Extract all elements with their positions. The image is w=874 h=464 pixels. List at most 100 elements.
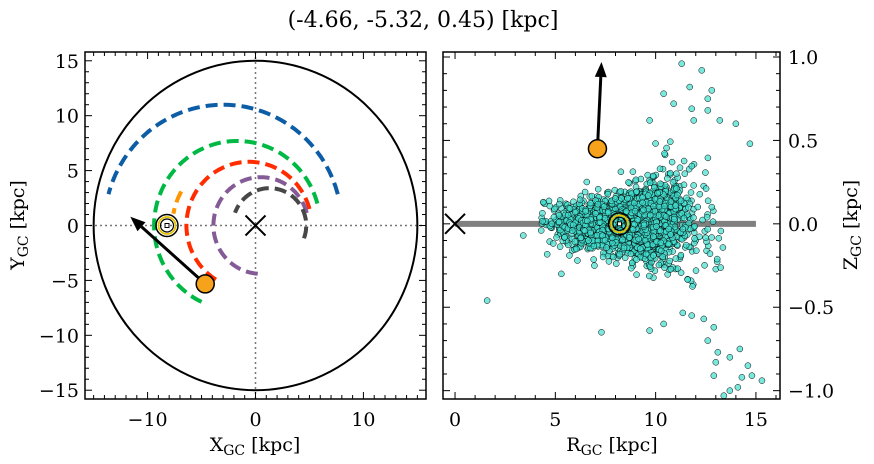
- right-y-tick-label: −0.5: [788, 297, 834, 319]
- right-y-tick-label: 0.5: [788, 130, 818, 152]
- star-point: [640, 221, 648, 229]
- star-point: [698, 67, 706, 74]
- star-point: [537, 227, 545, 234]
- star-point: [670, 215, 678, 223]
- star-point: [706, 250, 714, 257]
- right-velocity-arrow-shaft: [595, 76, 603, 149]
- star-point: [674, 191, 681, 199]
- star-point: [616, 250, 623, 258]
- left-y-tick-label: 10: [55, 106, 79, 128]
- star-point: [686, 83, 693, 91]
- star-point: [680, 214, 688, 222]
- star-point: [716, 117, 724, 124]
- star-point: [717, 264, 724, 271]
- right-axis-ticks: 0 5 10 15 1.0 0.5 0.0 −0.5 −1.0: [443, 47, 834, 431]
- star-point: [680, 181, 688, 189]
- star-point: [651, 207, 659, 215]
- meridional-plot-area: [444, 60, 766, 399]
- star-point: [710, 324, 718, 331]
- star-point: [645, 192, 652, 199]
- right-y-tick-label: −1.0: [788, 381, 834, 403]
- star-point: [553, 234, 560, 241]
- star-point: [539, 209, 546, 217]
- star-point: [680, 157, 688, 165]
- star-point: [631, 199, 638, 207]
- star-point: [659, 253, 666, 261]
- star-point: [619, 236, 626, 244]
- star-point: [629, 168, 637, 175]
- star-point: [635, 235, 642, 243]
- star-point: [690, 117, 697, 124]
- star-point: [548, 220, 556, 228]
- star-point: [656, 165, 664, 173]
- star-point: [704, 107, 712, 114]
- star-point: [746, 140, 754, 148]
- star-point: [634, 216, 641, 223]
- star-point: [673, 185, 680, 192]
- star-point: [657, 247, 665, 255]
- star-point: [748, 372, 756, 379]
- star-point: [702, 169, 709, 176]
- star-point: [704, 197, 712, 205]
- star-point: [566, 205, 574, 212]
- star-point: [660, 320, 667, 328]
- left-y-tick-label: −10: [39, 325, 79, 347]
- star-point: [673, 170, 680, 177]
- star-point: [703, 213, 711, 221]
- left-velocity-arrow-shaft: [140, 225, 207, 286]
- right-x-axis-label: RGC [kpc]: [566, 434, 657, 459]
- left-y-tick-label: −15: [39, 380, 79, 402]
- left-x-tick-label: −10: [128, 409, 168, 431]
- right-sun-gold-ring: [610, 214, 629, 234]
- sun-inner-ring: [159, 218, 175, 233]
- star-point: [696, 190, 704, 198]
- star-point: [650, 252, 657, 259]
- star-point: [689, 283, 696, 290]
- star-point: [666, 169, 674, 177]
- star-point: [688, 105, 695, 112]
- star-point: [691, 223, 698, 230]
- star-point: [624, 195, 631, 202]
- star-point: [664, 175, 671, 182]
- right-y-tick-label: 1.0: [788, 47, 818, 69]
- star-point: [633, 188, 640, 195]
- star-point: [556, 243, 564, 250]
- star-point: [604, 209, 612, 216]
- sun-outer-ring: [155, 213, 179, 238]
- star-point: [676, 164, 684, 171]
- star-point: [708, 203, 716, 211]
- right-x-tick-label: 15: [744, 409, 768, 431]
- star-point: [592, 210, 599, 217]
- star-point: [604, 190, 612, 198]
- star-point: [694, 203, 702, 211]
- galactic-plane-plot-area: [85, 52, 426, 399]
- star-point: [720, 392, 728, 399]
- star-point: [679, 309, 687, 317]
- left-velocity-arrow-head: [130, 216, 146, 232]
- right-velocity-arrow-head: [594, 62, 607, 78]
- orbit-arc-1: [106, 102, 340, 195]
- galactic-center-marker: [244, 214, 267, 237]
- star-point: [670, 100, 677, 107]
- left-y-tick-label: 15: [55, 51, 79, 73]
- star-point: [677, 269, 685, 276]
- star-point: [590, 256, 597, 263]
- star-point: [603, 244, 610, 251]
- star-point: [715, 235, 723, 242]
- star-point: [608, 234, 616, 242]
- star-point: [667, 265, 675, 273]
- star-point: [609, 253, 617, 261]
- right-y-axis-label: ZGC [kpc]: [840, 180, 865, 270]
- star-point: [591, 262, 598, 269]
- star-point: [569, 221, 577, 229]
- star-point: [613, 260, 620, 267]
- star-point: [732, 120, 740, 127]
- star-point: [702, 234, 709, 242]
- star-point: [668, 158, 676, 166]
- orbit-arc-6: [233, 186, 309, 239]
- star-point: [713, 255, 721, 263]
- star-point: [587, 229, 594, 237]
- star-point: [655, 261, 663, 269]
- star-point: [632, 176, 640, 184]
- star-point: [672, 202, 679, 209]
